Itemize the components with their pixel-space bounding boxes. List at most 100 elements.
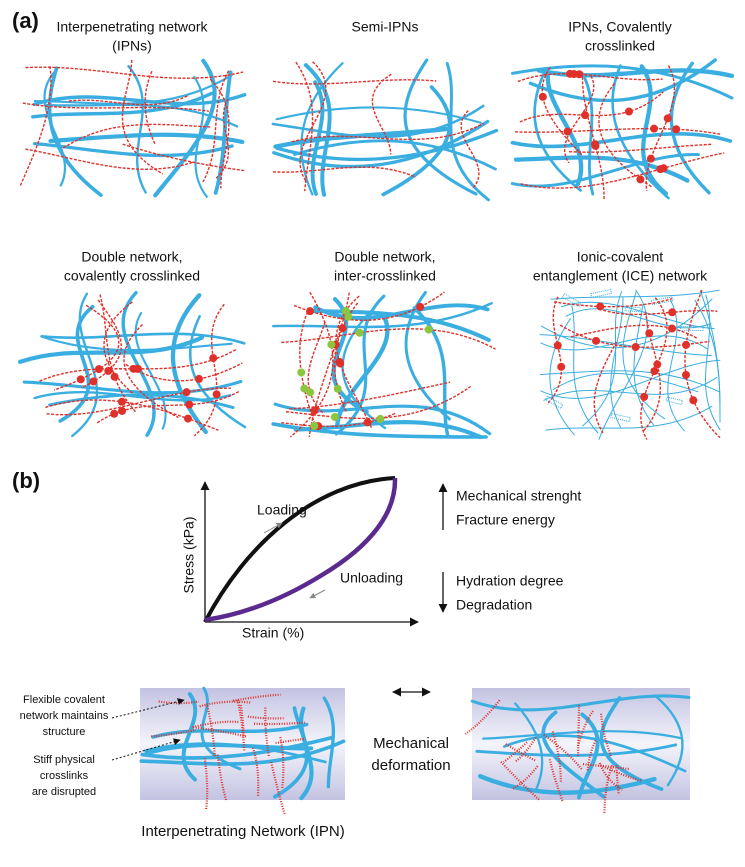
polymer-chain — [546, 406, 712, 430]
crosslink — [184, 415, 192, 423]
annotation: are disrupted — [32, 786, 96, 798]
x-axis-label: Strain (%) — [242, 625, 304, 641]
polymer-chain — [42, 334, 244, 344]
polymer-chain — [611, 297, 623, 427]
crosslink — [636, 175, 644, 183]
crosslink — [185, 401, 193, 409]
crosslink — [645, 329, 653, 337]
panel-label: (b) — [12, 468, 40, 493]
crosslink — [118, 398, 126, 406]
curve-label: Loading — [257, 502, 307, 518]
crosslink — [664, 114, 672, 122]
crosslink — [311, 407, 319, 415]
network-title: entanglement (ICE) network — [533, 268, 708, 284]
crosslink — [297, 368, 305, 376]
crosslink — [592, 337, 600, 345]
network-title: crosslinked — [585, 38, 655, 54]
network — [273, 292, 495, 437]
increase-label: Mechanical strenght — [456, 488, 581, 504]
panel-label: (a) — [12, 8, 39, 33]
unloading-curve — [205, 478, 395, 620]
crosslink — [195, 375, 203, 383]
crosslink — [660, 164, 668, 172]
crosslink — [425, 326, 433, 334]
polymer-chain — [518, 74, 663, 82]
y-axis-label: Stress (kPa) — [181, 516, 197, 593]
crosslink — [554, 341, 562, 349]
polymer-chain — [572, 306, 598, 433]
crosslink — [356, 329, 364, 337]
polymer-chain — [273, 167, 416, 177]
crosslink — [129, 365, 137, 373]
curve-label: Unloading — [340, 570, 403, 586]
annotation: crosslinks — [40, 770, 89, 782]
crosslink — [310, 422, 318, 430]
crosslink — [682, 341, 690, 349]
unloading-arrow — [310, 590, 325, 598]
crosslink — [118, 407, 126, 415]
crosslink — [625, 108, 633, 116]
polymer-chain — [60, 307, 92, 421]
crosslink — [306, 307, 314, 315]
crosslink — [336, 359, 344, 367]
polymer-chain — [216, 72, 231, 193]
annotation: Stiff physical — [33, 754, 95, 766]
crosslink — [334, 385, 342, 393]
crosslink — [342, 307, 350, 315]
crosslink — [596, 303, 604, 311]
network-title: IPNs, Covalently — [568, 19, 671, 35]
crosslink — [539, 93, 547, 101]
polymer-chain — [548, 72, 582, 184]
deformation-label: deformation — [371, 757, 450, 774]
network-title: (IPNs) — [112, 38, 152, 54]
crosslink — [672, 125, 680, 133]
polymer-chain — [562, 302, 715, 328]
polymer-chain — [190, 316, 245, 427]
crosslink — [327, 341, 335, 349]
crosslink — [640, 393, 648, 401]
crosslink — [668, 308, 676, 316]
decrease-label: Degradation — [456, 597, 532, 613]
crosslink — [209, 354, 217, 362]
crosslink — [557, 363, 565, 371]
polymer-chain — [44, 70, 65, 186]
polymer-chain — [24, 382, 241, 393]
network — [540, 289, 720, 439]
crosslink — [647, 155, 655, 163]
loading-curve — [205, 478, 395, 622]
caption: Interpenetrating Network (IPN) — [141, 823, 344, 840]
network — [20, 60, 245, 197]
crosslink — [183, 388, 191, 396]
network-title: Double network, — [81, 249, 182, 265]
network-title: Ionic-covalent — [577, 249, 663, 265]
crosslink — [689, 396, 697, 404]
decrease-label: Hydration degree — [456, 573, 564, 589]
polymer-chain — [50, 135, 242, 142]
crosslink — [89, 377, 97, 385]
figure: (a) Interpenetrating network (IPNs) Semi… — [0, 0, 745, 867]
polymer-chain — [128, 66, 145, 192]
polymer-chain — [35, 392, 231, 400]
polymer-chain — [685, 290, 720, 438]
polymer-chain — [50, 68, 101, 195]
ionic-domain — [611, 414, 631, 422]
network-title: Double network, — [334, 249, 435, 265]
crosslink — [416, 303, 424, 311]
network-title: Semi-IPNs — [352, 19, 419, 35]
crosslink — [111, 373, 119, 381]
crosslink — [581, 111, 589, 119]
annotation: Flexible covalent — [23, 694, 105, 706]
increase-label: Fracture energy — [456, 512, 555, 528]
crosslink — [364, 418, 372, 426]
polymer-chain — [695, 300, 720, 422]
crosslink — [110, 410, 118, 418]
crosslink — [632, 343, 640, 351]
crosslink — [213, 390, 221, 398]
crosslink — [650, 125, 658, 133]
crosslink — [376, 415, 384, 423]
crosslink — [95, 365, 103, 373]
network — [512, 60, 732, 200]
network — [273, 60, 497, 200]
polymer-chain — [599, 290, 647, 439]
polymer-chain — [123, 293, 154, 436]
